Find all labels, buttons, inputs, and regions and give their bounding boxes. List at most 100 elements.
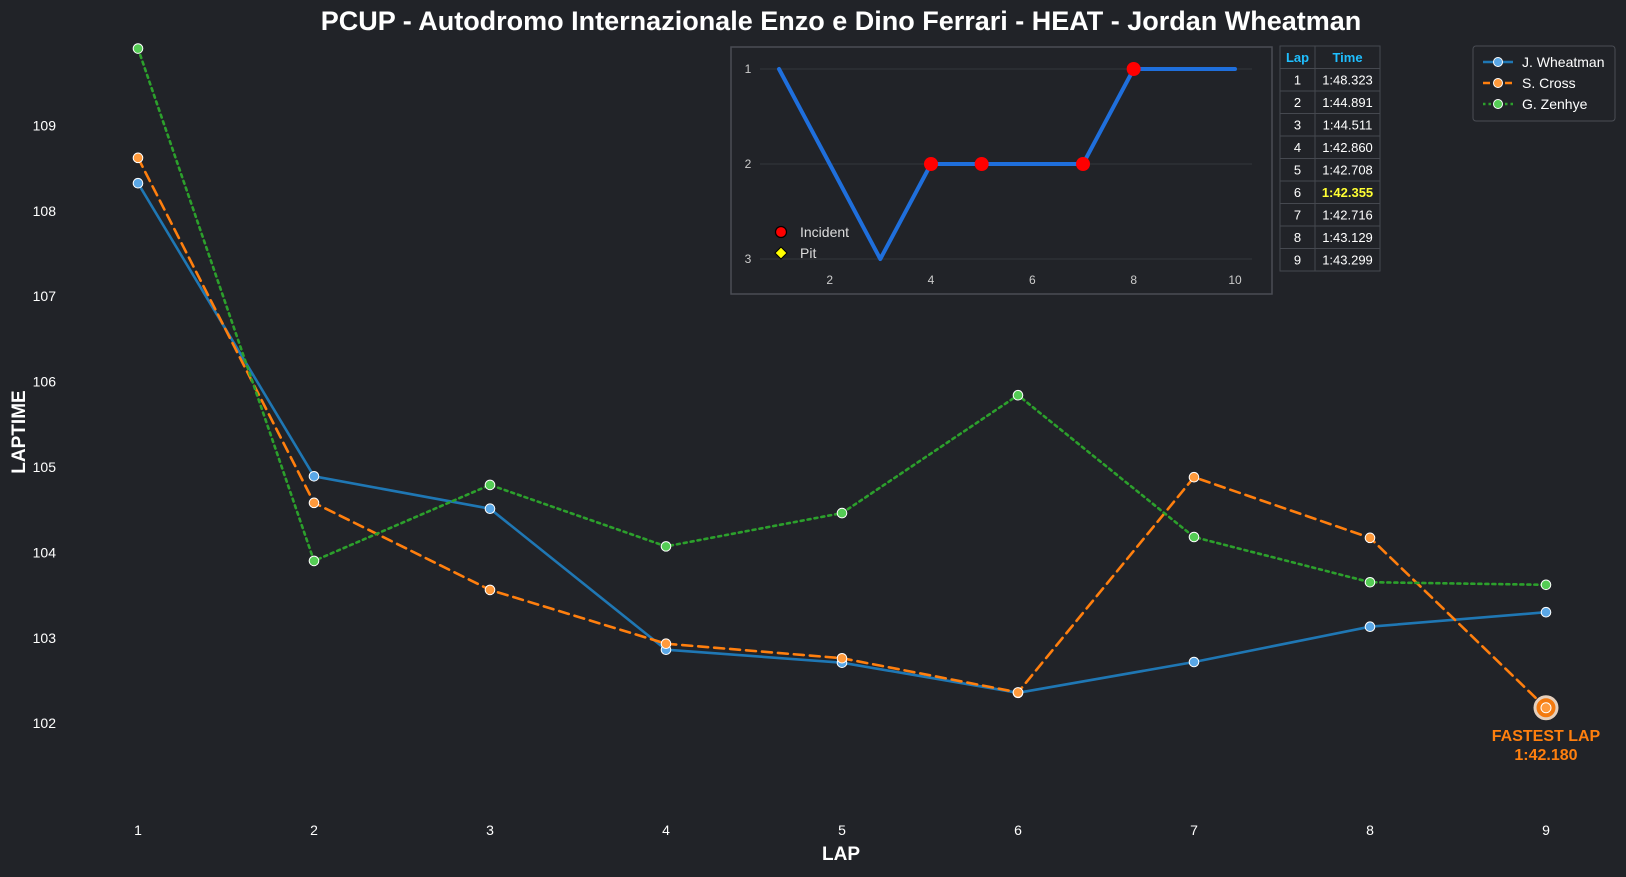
table-cell-time: 1:44.511	[1323, 118, 1373, 133]
inset-legend-label: Incident	[800, 224, 849, 240]
data-point	[484, 584, 496, 596]
x-tick-label: 3	[486, 822, 494, 838]
fastest-lap-point	[1540, 702, 1552, 714]
inset-position-line	[777, 67, 1237, 261]
table-cell-lap: 9	[1294, 253, 1301, 268]
main-legend: J. Wheatman S. Cross G. Zenhye	[1472, 45, 1616, 122]
inset-x-tick-label: 10	[1228, 273, 1242, 287]
position-inset: 1 2 3 2 4 6 8 10 Incident Pit	[730, 46, 1273, 295]
series-g-zenhye	[132, 43, 1552, 591]
x-tick-label: 7	[1190, 822, 1198, 838]
incident-marker	[1126, 62, 1141, 76]
legend-frame	[1472, 45, 1616, 122]
y-tick-label: 106	[33, 374, 57, 390]
incident-marker	[974, 157, 989, 171]
x-tick-label: 6	[1014, 822, 1022, 838]
table-cell-time: 1:43.129	[1322, 230, 1373, 245]
series-layer	[132, 43, 1552, 714]
x-axis-label: LAP	[822, 844, 860, 865]
y-axis-label: LAPTIME	[9, 390, 30, 473]
table-cell-time: 1:48.323	[1322, 73, 1373, 88]
inset-legend: Incident Pit	[774, 224, 849, 261]
data-point	[1188, 471, 1200, 483]
data-point	[1364, 576, 1376, 588]
data-point	[836, 507, 848, 519]
table-header-time: Time	[1332, 50, 1362, 65]
x-tick-label: 1	[134, 822, 142, 838]
fastest-lap-time: 1:42.180	[1514, 747, 1577, 764]
table-cell-time: 1:44.891	[1322, 95, 1373, 110]
table-cell-time: 1:42.860	[1322, 140, 1373, 155]
inset-legend-label: Pit	[800, 245, 816, 261]
legend-marker	[1493, 99, 1503, 109]
inset-frame	[730, 46, 1273, 295]
table-cell-lap: 6	[1294, 185, 1301, 200]
y-tick-label: 102	[33, 715, 57, 731]
inset-legend-incident-marker	[774, 225, 788, 239]
table-cell-lap: 4	[1294, 140, 1301, 155]
y-tick-label: 107	[33, 288, 57, 304]
data-point	[1188, 656, 1200, 668]
y-tick-label: 103	[33, 630, 57, 646]
table-cell-lap: 3	[1294, 118, 1301, 133]
data-point	[660, 541, 672, 552]
data-point	[308, 497, 320, 509]
inset-y-tick-label: 2	[745, 157, 752, 171]
data-point	[308, 555, 320, 567]
data-point	[836, 652, 848, 664]
data-point	[1364, 532, 1376, 544]
inset-y-tick-label: 3	[745, 252, 752, 266]
x-tick-label: 8	[1366, 822, 1374, 838]
data-point	[308, 470, 320, 482]
y-tick-label: 105	[33, 459, 57, 475]
incident-marker	[1076, 157, 1090, 171]
data-point	[1188, 531, 1200, 543]
fastest-lap-annotation: FASTEST LAP 1:42.180	[1492, 695, 1601, 764]
data-point	[660, 638, 672, 650]
data-point	[132, 43, 144, 54]
y-tick-label: 104	[33, 544, 57, 560]
table-cell-lap: 7	[1294, 208, 1301, 223]
table-cell	[1314, 248, 1381, 272]
data-point	[1364, 621, 1376, 633]
incident-marker	[924, 157, 938, 171]
data-point	[1012, 687, 1024, 698]
table-cell-best-time: 1:42.355	[1322, 185, 1373, 200]
table-header-lap: Lap	[1286, 50, 1309, 65]
data-point	[1012, 389, 1024, 401]
table-cell-lap: 5	[1294, 163, 1301, 178]
table-cell-time: 1:43.299	[1322, 253, 1373, 268]
inset-x-tick-label: 8	[1130, 273, 1137, 287]
x-tick-label: 2	[310, 822, 318, 838]
y-tick-label: 109	[33, 117, 57, 133]
chart-title: PCUP - Autodromo Internazionale Enzo e D…	[321, 6, 1362, 36]
legend-label: G. Zenhye	[1522, 96, 1588, 112]
x-tick-label: 9	[1542, 822, 1550, 838]
table-cell-time: 1:42.708	[1322, 163, 1373, 178]
inset-tick-labels: 1 2 3 2 4 6 8 10	[745, 62, 1242, 287]
inset-x-tick-label: 4	[928, 273, 935, 287]
inset-position-series	[777, 62, 1237, 261]
y-tick-label: 108	[33, 203, 57, 219]
legend-marker	[1493, 78, 1503, 88]
legend-marker	[1493, 57, 1503, 67]
lap-time-table: Lap Time 1 1:48.323 2 1:44.891 3 1:44.511 4 1:42.…	[1279, 45, 1381, 272]
fastest-lap-label: FASTEST LAP	[1492, 728, 1601, 745]
x-tick-label: 5	[838, 822, 846, 838]
data-point	[1540, 579, 1552, 591]
x-tick-labels: 1 2 3 4 5 6 7 8 9	[134, 822, 1550, 838]
data-point	[484, 503, 496, 515]
y-tick-labels: 102 103 104 105 106 107 108 109	[33, 117, 57, 731]
legend-label: S. Cross	[1522, 75, 1576, 91]
x-tick-label: 4	[662, 822, 670, 838]
table-cell-lap: 1	[1294, 73, 1301, 88]
table-cell-lap: 8	[1294, 230, 1301, 245]
inset-x-tick-label: 6	[1029, 273, 1036, 287]
data-point	[132, 177, 144, 189]
data-point	[132, 152, 144, 164]
data-point	[484, 479, 496, 491]
data-point	[1540, 606, 1552, 618]
inset-y-tick-label: 1	[745, 62, 752, 76]
